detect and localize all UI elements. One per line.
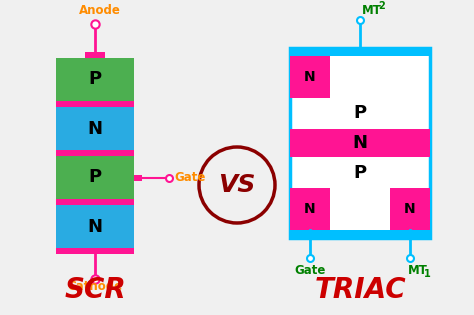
Text: N: N [304,202,316,216]
Bar [290,48,430,238]
Bar [56,107,134,150]
Bar [290,56,330,98]
Text: Cathode: Cathode [67,280,123,293]
Text: 2: 2 [378,1,385,11]
Text: MT: MT [362,3,382,16]
Text: N: N [304,70,316,84]
Text: VS: VS [219,173,255,197]
Bar [56,156,134,199]
Text: N: N [404,202,416,216]
Bar [56,205,134,248]
Text: P: P [89,71,101,89]
Text: TRIAC: TRIAC [314,276,406,304]
Text: Gate: Gate [174,171,205,184]
Text: Gate: Gate [294,264,326,277]
Text: P: P [354,105,366,123]
Bar [85,52,105,58]
Bar [56,58,134,101]
Bar [56,150,134,156]
Bar [134,175,142,180]
Bar [56,248,134,254]
Bar [56,199,134,205]
Text: P: P [89,169,101,186]
Text: SCR: SCR [64,276,126,304]
Text: Anode: Anode [79,4,121,17]
Text: N: N [353,134,367,152]
Text: MT: MT [408,264,428,277]
Text: P: P [354,163,366,181]
Text: N: N [88,217,102,236]
Bar [290,230,430,238]
Bar [56,101,134,107]
Bar [290,129,430,157]
Bar [390,188,430,230]
Text: 1: 1 [424,269,431,279]
Text: N: N [88,119,102,138]
Bar [290,188,330,230]
Bar [290,48,430,56]
Bar [85,248,105,254]
